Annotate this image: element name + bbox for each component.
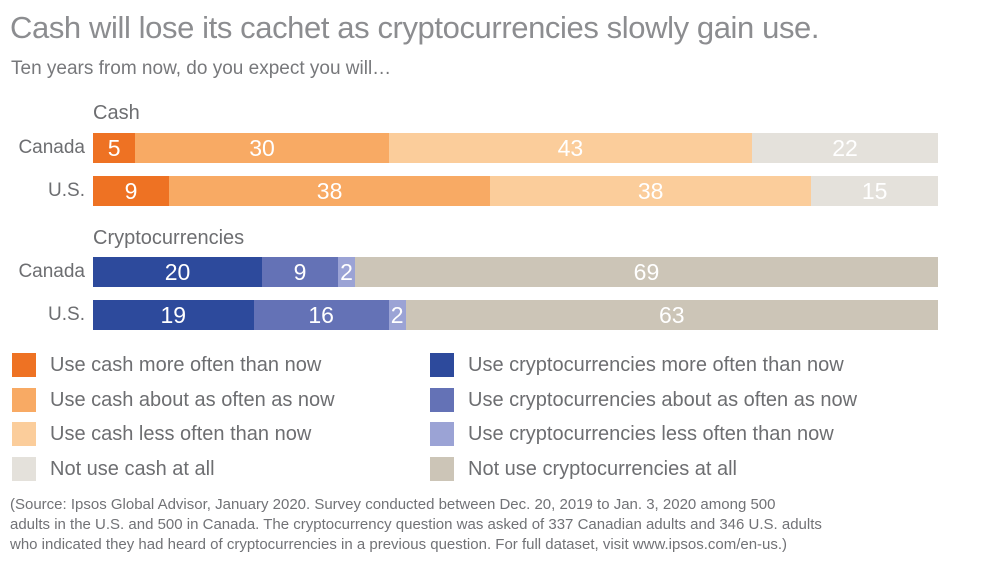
legend-swatch-cash-more [12,353,36,377]
bar-cash-us: 9 38 38 15 [93,176,938,206]
legend-item: Use cash less often than now [0,422,1000,446]
legend-item: Use cash about as often as now [0,388,1000,412]
bar-value-label: 9 [124,178,138,204]
legend-label: Use cryptocurrencies less often than now [468,423,834,445]
bar-segment: 9 [262,257,339,287]
legend-item: Not use cash at all [0,457,1000,481]
bar-segment: 15 [811,176,938,206]
group-heading-cryptocurrencies: Cryptocurrencies [93,227,245,249]
legend-swatch-cash-none [12,457,36,481]
row-label-canada: Canada [18,261,85,282]
bar-segment: 20 [93,257,262,287]
chart-subtitle: Ten years from now, do you expect you wi… [11,58,392,79]
legend-swatch-cash-about [12,388,36,412]
bar-segment: 5 [93,133,136,163]
bar-value-label: 69 [633,259,660,285]
legend-item: Not use cryptocurrencies at all [0,457,1000,481]
row-label-us: U.S. [48,180,85,201]
group-heading-cash: Cash [93,102,140,124]
bar-value-label: 63 [659,302,685,328]
chart-title: Cash will lose its cachet as cryptocurre… [10,10,820,45]
bar-segment: 2 [388,300,406,330]
bar-value-label: 22 [832,135,858,161]
bar-segment: 16 [253,300,389,330]
bar-segment: 22 [752,133,938,163]
legend-swatch-cash-less [12,422,36,446]
bar-segment: 9 [93,176,170,206]
source-line: adults in the U.S. and 500 in Canada. Th… [10,516,822,533]
bar-value-label: 20 [164,259,191,285]
bar-segment: 43 [388,133,753,163]
legend-label: Use cash less often than now [50,423,312,445]
legend-label: Not use cash at all [50,458,215,480]
bar-value-label: 38 [637,178,664,204]
bar-value-label: 30 [249,135,275,161]
bar-segment: 2 [338,257,355,287]
bar-value-label: 2 [340,259,353,285]
legend-swatch-crypto-about [430,388,454,412]
legend-item: Use cryptocurrencies more often than now [0,353,1000,377]
bar-row-cash-us: U.S. 9 38 38 15 [0,176,1000,206]
bar-row-crypto-canada: Canada 20 9 2 69 [0,257,1000,287]
bar-value-label: 15 [861,178,888,204]
bar-row-cash-canada: Canada 5 30 43 22 [0,133,1000,163]
bar-value-label: 38 [316,178,343,204]
bar-crypto-canada: 20 9 2 69 [93,257,938,287]
bar-value-label: 5 [107,135,121,161]
bar-value-label: 2 [390,302,404,328]
legend-label: Use cryptocurrencies about as often as n… [468,389,858,411]
row-label-us: U.S. [48,304,85,325]
bar-segment: 19 [93,300,254,330]
bar-value-label: 9 [293,259,307,285]
source-note: (Source: Ipsos Global Advisor, January 2… [10,495,822,555]
legend-swatch-crypto-more [430,353,454,377]
bar-value-label: 16 [308,302,334,328]
bar-row-crypto-us: U.S. 19 16 2 63 [0,300,1000,330]
legend-item: Use cryptocurrencies about as often as n… [0,388,1000,412]
bar-crypto-us: 19 16 2 63 [93,300,938,330]
legend-item: Use cryptocurrencies less often than now [0,422,1000,446]
legend-label: Use cash about as often as now [50,389,335,411]
bar-segment: 63 [405,300,938,330]
legend-item: Use cash more often than now [0,353,1000,377]
source-line: (Source: Ipsos Global Advisor, January 2… [10,496,776,513]
bar-value-label: 19 [160,302,187,328]
legend-swatch-crypto-less [430,422,454,446]
bar-segment: 30 [135,133,389,163]
bar-segment: 69 [354,257,938,287]
source-line: who indicated they had heard of cryptocu… [10,536,788,553]
bar-cash-canada: 5 30 43 22 [93,133,938,163]
legend-label: Use cryptocurrencies more often than now [468,354,844,376]
row-label-canada: Canada [18,137,85,158]
legend-swatch-crypto-none [430,457,454,481]
bar-segment: 38 [490,176,812,206]
legend-label: Use cash more often than now [50,354,322,376]
bar-value-label: 43 [557,135,584,161]
legend-label: Not use cryptocurrencies at all [468,458,738,480]
bar-segment: 38 [169,176,491,206]
